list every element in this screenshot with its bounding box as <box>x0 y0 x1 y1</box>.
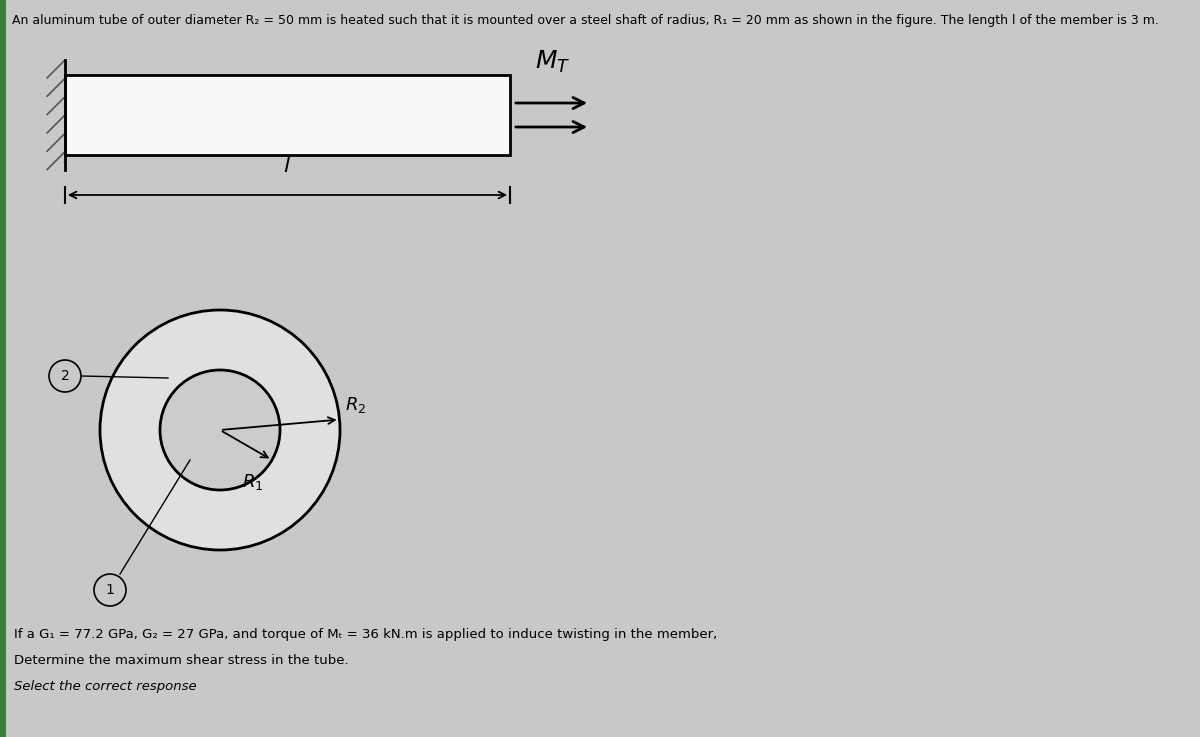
Text: If a G₁ = 77.2 GPa, G₂ = 27 GPa, and torque of Mₜ = 36 kN.m is applied to induce: If a G₁ = 77.2 GPa, G₂ = 27 GPa, and tor… <box>14 628 718 641</box>
Circle shape <box>100 310 340 550</box>
Text: $l$: $l$ <box>283 155 292 177</box>
Text: Determine the maximum shear stress in the tube.: Determine the maximum shear stress in th… <box>14 654 349 667</box>
Text: 1: 1 <box>106 583 114 597</box>
Circle shape <box>94 574 126 606</box>
Bar <box>65 75 510 155</box>
Text: $R_1$: $R_1$ <box>242 472 263 492</box>
Circle shape <box>160 370 280 490</box>
Text: Select the correct response: Select the correct response <box>14 680 197 693</box>
Text: $M_T$: $M_T$ <box>535 49 571 75</box>
Bar <box>0 0 6 737</box>
Text: 2: 2 <box>61 369 70 383</box>
Circle shape <box>49 360 82 392</box>
Text: $R_2$: $R_2$ <box>344 394 366 414</box>
Text: An aluminum tube of outer diameter R₂ = 50 mm is heated such that it is mounted : An aluminum tube of outer diameter R₂ = … <box>12 14 1159 27</box>
